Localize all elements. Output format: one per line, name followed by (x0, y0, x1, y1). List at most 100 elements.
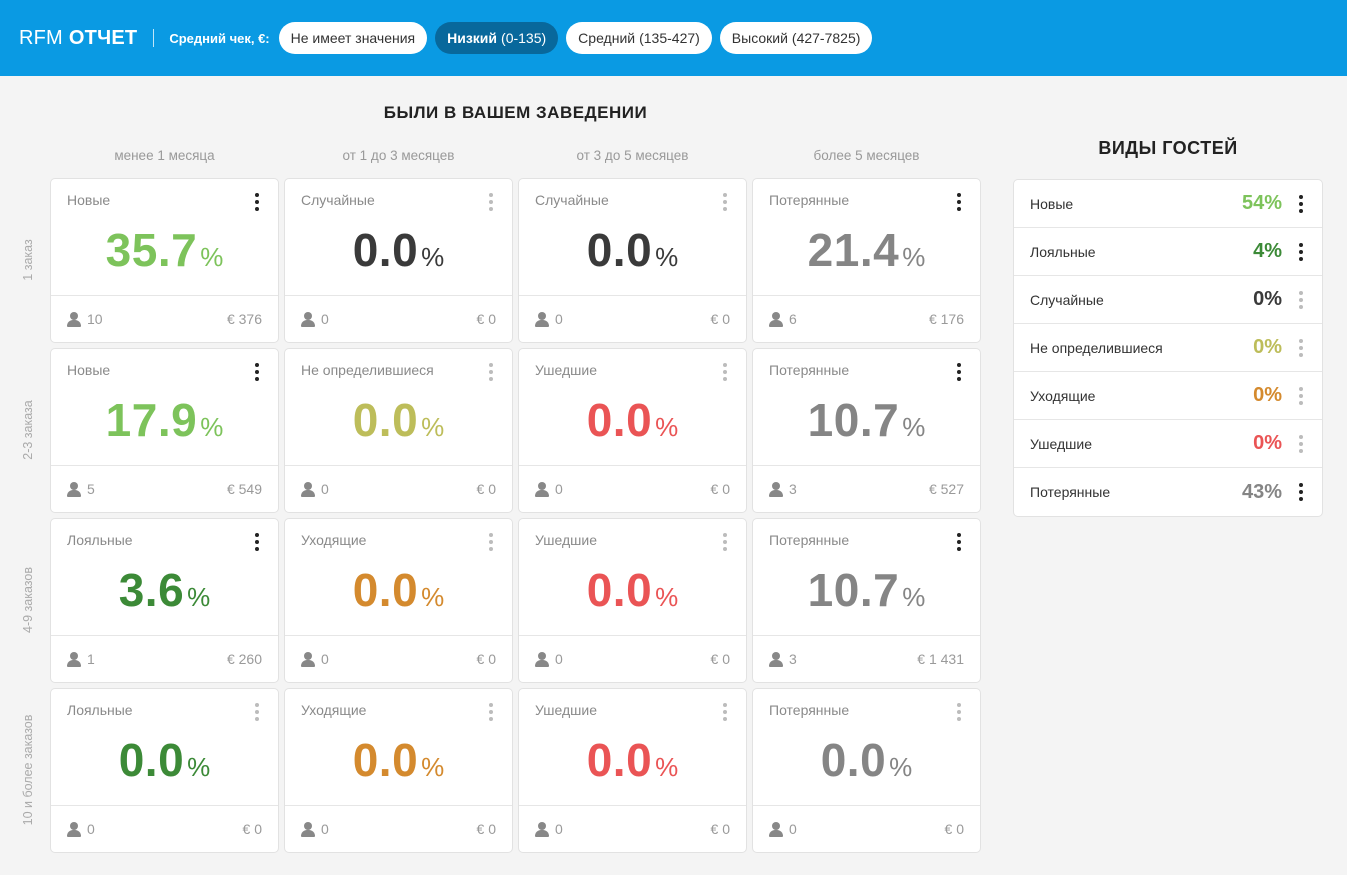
segment-share: 0.0% (519, 223, 746, 277)
segment-amount: € 527 (928, 481, 964, 497)
guest-type-row[interactable]: Уходящие 0% (1014, 372, 1322, 420)
segment-footer: 0 € 0 (753, 805, 980, 852)
more-menu-icon[interactable] (252, 193, 262, 211)
segment-share: 0.0% (285, 393, 512, 447)
segment-footer: 0 € 0 (285, 295, 512, 342)
guest-type-percent: 43% (1241, 480, 1282, 503)
segment-percent: 0.0 (586, 734, 653, 786)
row-label: 2-3 заказа (21, 400, 35, 460)
more-menu-icon[interactable] (720, 193, 730, 211)
percent-sign: % (200, 242, 224, 272)
segment-card[interactable]: Потерянные 21.4% 6 € 176 (752, 178, 981, 343)
segment-card[interactable]: Ушедшие 0.0% 0 € 0 (518, 518, 747, 683)
more-menu-icon[interactable] (1296, 386, 1306, 405)
row-label: 10 и более заказов (21, 714, 35, 826)
segment-percent: 21.4 (807, 224, 900, 276)
guest-type-name: Лояльные (1030, 243, 1096, 260)
segment-percent: 35.7 (105, 224, 198, 276)
guest-type-row[interactable]: Новые 54% (1014, 180, 1322, 228)
segment-percent: 0.0 (118, 734, 185, 786)
segment-card[interactable]: Потерянные 10.7% 3 € 527 (752, 348, 981, 513)
segment-amount: € 0 (476, 481, 496, 497)
user-icon (301, 311, 315, 327)
guest-count: 3 (789, 481, 797, 497)
segment-card[interactable]: Новые 35.7% 10 € 376 (50, 178, 279, 343)
guest-type-row[interactable]: Не определившиеся 0% (1014, 324, 1322, 372)
guest-count: 1 (87, 651, 95, 667)
guest-type-row[interactable]: Ушедшие 0% (1014, 420, 1322, 468)
segment-name: Потерянные (769, 192, 850, 208)
segment-card[interactable]: Не определившиеся 0.0% 0 € 0 (284, 348, 513, 513)
more-menu-icon[interactable] (720, 533, 730, 551)
segment-amount: € 0 (944, 821, 964, 837)
more-menu-icon[interactable] (486, 703, 496, 721)
segment-card[interactable]: Лояльные 0.0% 0 € 0 (50, 688, 279, 853)
more-menu-icon[interactable] (1296, 242, 1306, 261)
segment-card[interactable]: Новые 17.9% 5 € 549 (50, 348, 279, 513)
segment-card[interactable]: Ушедшие 0.0% 0 € 0 (518, 348, 747, 513)
guest-count: 0 (555, 651, 563, 667)
guest-type-name: Не определившиеся (1030, 339, 1163, 356)
guest-count: 0 (321, 821, 329, 837)
more-menu-icon[interactable] (1296, 483, 1306, 501)
guest-type-row[interactable]: Случайные 0% (1014, 276, 1322, 324)
more-menu-icon[interactable] (486, 363, 496, 381)
avg-check-filter-1[interactable]: Низкий (0-135) (435, 22, 559, 54)
segment-percent: 17.9 (105, 394, 198, 446)
guest-count: 0 (555, 311, 563, 327)
segment-card[interactable]: Лояльные 3.6% 1 € 260 (50, 518, 279, 683)
segment-card[interactable]: Потерянные 0.0% 0 € 0 (752, 688, 981, 853)
user-icon (769, 821, 783, 837)
segment-amount: € 260 (226, 651, 262, 667)
user-icon (67, 481, 81, 497)
segment-name: Потерянные (769, 702, 850, 718)
segment-share: 21.4% (753, 223, 980, 277)
user-icon (769, 311, 783, 327)
guest-type-name: Случайные (1030, 291, 1104, 308)
avg-check-filter-0[interactable]: Не имеет значения (278, 22, 428, 54)
guest-types-list: Новые 54% Лояльные 4% Случайные 0% Не определи… (1013, 179, 1323, 517)
more-menu-icon[interactable] (954, 533, 964, 551)
avg-check-filter-3[interactable]: Высокий (427-7825) (719, 22, 873, 54)
segment-amount: € 0 (710, 311, 730, 327)
percent-sign: % (655, 582, 679, 612)
segment-card[interactable]: Уходящие 0.0% 0 € 0 (284, 688, 513, 853)
segment-footer: 0 € 0 (285, 805, 512, 852)
more-menu-icon[interactable] (954, 703, 964, 721)
more-menu-icon[interactable] (486, 193, 496, 211)
user-icon (769, 481, 783, 497)
segment-percent: 0.0 (586, 394, 653, 446)
guest-type-row[interactable]: Потерянные 43% (1014, 468, 1322, 516)
more-menu-icon[interactable] (1296, 194, 1306, 213)
guest-type-row[interactable]: Лояльные 4% (1014, 228, 1322, 276)
segment-share: 35.7% (51, 223, 278, 277)
more-menu-icon[interactable] (720, 363, 730, 381)
more-menu-icon[interactable] (1296, 290, 1306, 309)
more-menu-icon[interactable] (252, 703, 262, 721)
more-menu-icon[interactable] (720, 703, 730, 721)
more-menu-icon[interactable] (252, 363, 262, 381)
segment-share: 0.0% (285, 733, 512, 787)
segment-card[interactable]: Случайные 0.0% 0 € 0 (284, 178, 513, 343)
more-menu-icon[interactable] (954, 363, 964, 381)
more-menu-icon[interactable] (1296, 338, 1306, 357)
avg-check-filter-2[interactable]: Средний (135-427) (566, 22, 712, 54)
segment-name: Не определившиеся (301, 362, 434, 378)
more-menu-icon[interactable] (1296, 434, 1306, 453)
more-menu-icon[interactable] (252, 533, 262, 551)
segment-card[interactable]: Уходящие 0.0% 0 € 0 (284, 518, 513, 683)
segment-amount: € 376 (226, 311, 262, 327)
percent-sign: % (902, 412, 926, 442)
segment-name: Лояльные (67, 532, 133, 548)
filter-name: Высокий (731, 30, 788, 46)
more-menu-icon[interactable] (486, 533, 496, 551)
more-menu-icon[interactable] (954, 193, 964, 211)
segment-card[interactable]: Ушедшие 0.0% 0 € 0 (518, 688, 747, 853)
segment-amount: € 0 (476, 311, 496, 327)
percent-sign: % (655, 242, 679, 272)
segment-card[interactable]: Случайные 0.0% 0 € 0 (518, 178, 747, 343)
percent-sign: % (421, 242, 445, 272)
segment-card[interactable]: Потерянные 10.7% 3 € 1 431 (752, 518, 981, 683)
guest-type-percent: 0% (1253, 336, 1282, 358)
segment-share: 10.7% (753, 563, 980, 617)
